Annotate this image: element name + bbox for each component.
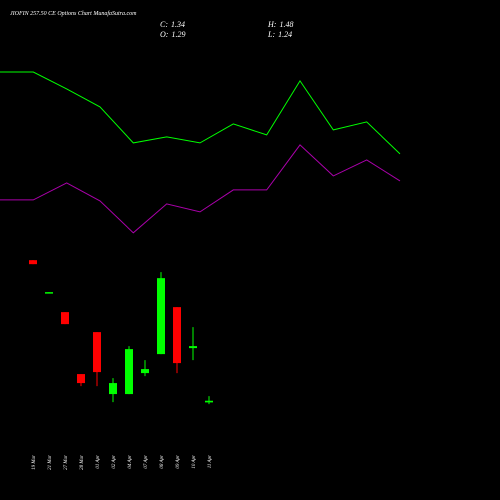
ohlc-info-label: L: <box>267 30 275 39</box>
ohlc-info-value: 1.34 <box>171 20 185 29</box>
ohlc-info-value: 1.24 <box>278 30 292 39</box>
ohlc-info: C: 1.34 <box>160 20 185 29</box>
candle-body <box>125 349 133 395</box>
ohlc-info: L: 1.24 <box>267 30 292 39</box>
x-tick-label: 21 Mar <box>48 455 53 470</box>
candle-body <box>189 346 197 349</box>
ohlc-info-label: H: <box>267 20 277 29</box>
candle-body <box>109 383 117 395</box>
ohlc-info-label: O: <box>160 30 169 39</box>
candle-body <box>77 374 85 384</box>
x-tick-label: 28 Mar <box>80 455 85 470</box>
ohlc-info: H: 1.48 <box>267 20 293 29</box>
ohlc-info-label: C: <box>160 20 168 29</box>
x-tick-label: 08 Apr <box>160 455 165 469</box>
candle-body <box>45 292 53 294</box>
x-tick-label: 10 Apr <box>192 455 197 469</box>
candle-body <box>61 312 69 325</box>
candle-body <box>173 307 181 364</box>
x-tick-label: 02 Apr <box>112 455 117 469</box>
ohlc-info-value: 1.48 <box>279 20 293 29</box>
x-tick-label: 11 Apr <box>208 455 213 468</box>
candle-body <box>141 369 149 374</box>
ohlc-info-value: 1.29 <box>171 30 185 39</box>
x-tick-label: 19 Mar <box>32 455 37 470</box>
x-tick-label: 07 Apr <box>144 455 149 469</box>
candle-body <box>157 278 165 355</box>
x-tick-label: 01 Apr <box>96 455 101 469</box>
ohlc-info: O: 1.29 <box>160 30 185 39</box>
candle-body <box>29 260 37 265</box>
candle-body <box>205 400 213 403</box>
x-tick-label: 27 Mar <box>64 455 69 470</box>
indicator-line <box>0 144 401 234</box>
candle-body <box>93 332 101 373</box>
indicator-line <box>0 71 401 155</box>
x-tick-label: 04 Apr <box>128 455 133 469</box>
x-tick-label: 09 Apr <box>176 455 181 469</box>
chart-title: JIOFIN 257.50 CE Options Chart MunafaSut… <box>10 10 137 17</box>
